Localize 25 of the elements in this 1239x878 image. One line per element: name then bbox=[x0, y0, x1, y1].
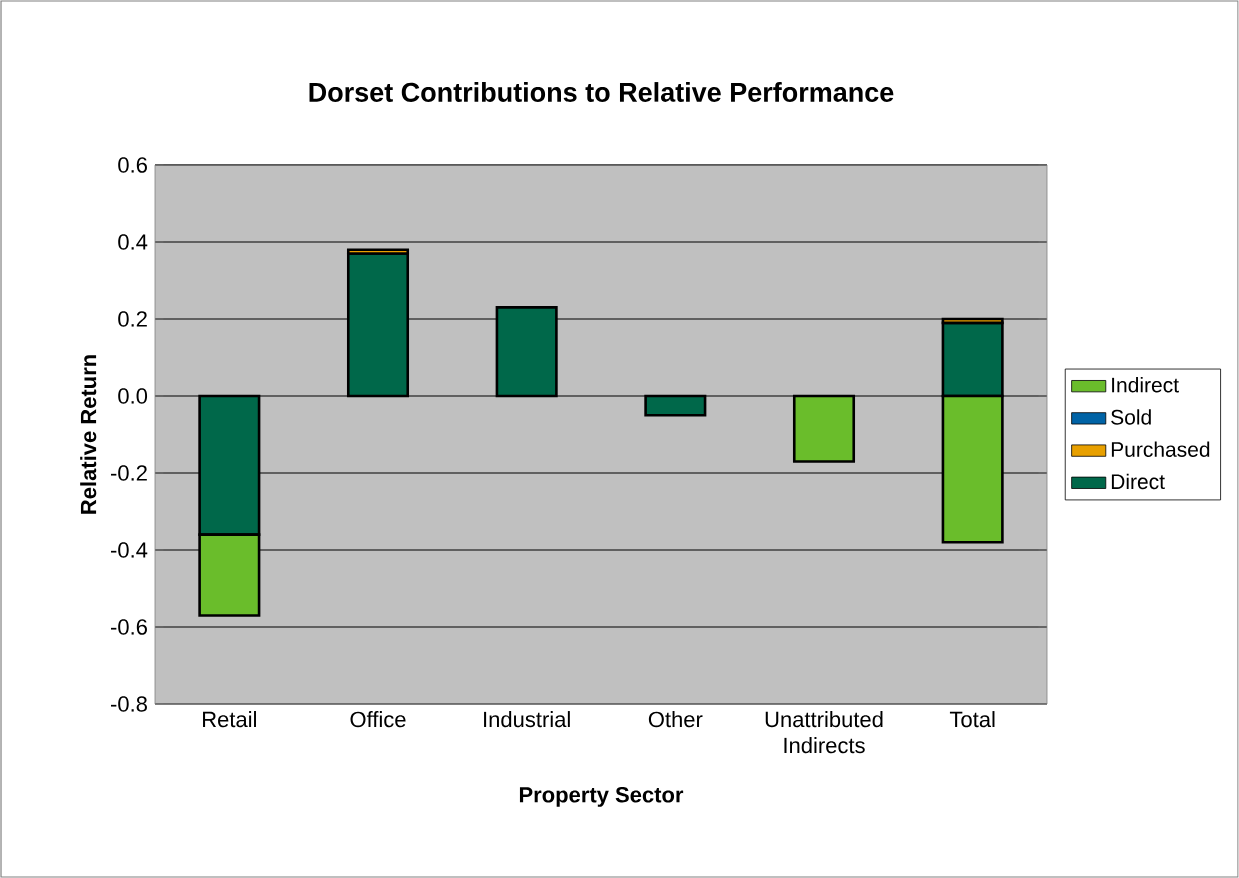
bar bbox=[346, 252, 410, 398]
x-axis-title: Property Sector bbox=[519, 786, 684, 807]
bar bbox=[644, 394, 707, 417]
y-tick-label: 0.0 bbox=[118, 388, 148, 404]
x-tick-label: Office bbox=[350, 711, 406, 728]
x-tick-label: Retail bbox=[203, 711, 256, 728]
bar bbox=[495, 306, 558, 398]
x-tick-label: Other bbox=[648, 711, 703, 728]
x-tick-label: Total bbox=[949, 711, 995, 728]
y-tick-label: 0.4 bbox=[118, 234, 148, 250]
y-tick-label: -0.6 bbox=[111, 619, 147, 635]
x-tick-label: Industrial bbox=[484, 711, 570, 728]
legend-label: Direct bbox=[1111, 473, 1165, 490]
y-tick-label: -0.2 bbox=[111, 465, 147, 481]
y-tick-label: -0.4 bbox=[111, 542, 148, 558]
bar bbox=[792, 394, 856, 463]
x-tick-label: Unattributed Indirects bbox=[765, 711, 883, 754]
y-tick-label: -0.8 bbox=[111, 696, 147, 712]
legend-label: Sold bbox=[1111, 409, 1151, 425]
y-tick-label: 0.2 bbox=[118, 311, 147, 327]
legend-label: Purchased bbox=[1111, 441, 1210, 457]
y-axis-title: Relative Return bbox=[80, 355, 97, 514]
legend-label: Indirect bbox=[1112, 377, 1179, 393]
chart-title: Dorset Contributions to Relative Performance bbox=[309, 82, 894, 102]
y-tick-label: 0.6 bbox=[118, 157, 147, 173]
